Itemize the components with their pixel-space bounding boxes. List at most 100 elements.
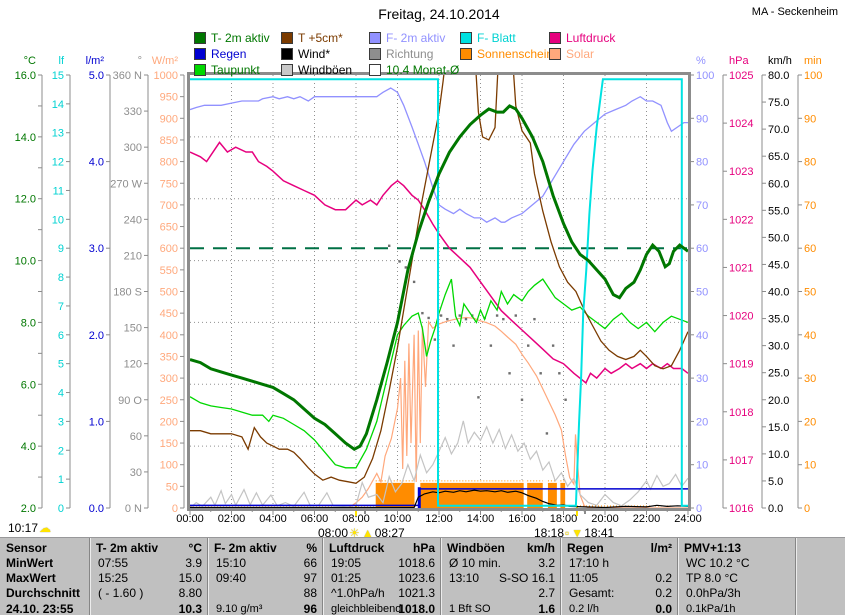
wind-direction-dot	[388, 244, 391, 247]
cell-text: gleichbleibend	[331, 603, 402, 615]
table-column-t-2m-aktiv: T- 2m aktiv °C 07:55 3.9 15:25 15.0 ( - 1.60 )…	[89, 538, 208, 615]
time-axis: 00:00 02:00 04:00 06:00 08:00 10:00 12:00 14:00…	[176, 506, 702, 525]
svg-text:240: 240	[124, 214, 142, 226]
svg-text:70: 70	[804, 200, 816, 212]
svg-text:1025: 1025	[729, 70, 753, 82]
stats-table: Sensor MinWert MaxWert Durchschnitt 24.10. 2…	[0, 537, 845, 615]
svg-text:50: 50	[166, 481, 178, 493]
plot-border	[187, 72, 691, 511]
cell-value: 10.3	[178, 602, 202, 615]
svg-text:300: 300	[124, 142, 142, 154]
svg-text:1017: 1017	[729, 455, 753, 467]
svg-text:20:00: 20:00	[591, 513, 619, 525]
series-taupunkt	[190, 278, 688, 469]
series-windb-en	[190, 420, 688, 508]
legend-item-windb-en: Windböen	[281, 63, 352, 77]
wind-direction-dot	[545, 432, 549, 435]
svg-text:22:00: 22:00	[633, 513, 661, 525]
svg-text:45.0: 45.0	[768, 259, 789, 271]
svg-text:0 N: 0 N	[125, 503, 142, 515]
column-unit: hPa	[412, 541, 435, 555]
legend-swatch-icon	[194, 63, 206, 76]
svg-text:°C: °C	[24, 55, 36, 67]
svg-text:0.0: 0.0	[89, 503, 104, 515]
svg-text:12: 12	[52, 157, 64, 169]
cell-value: 15.0	[178, 571, 202, 585]
legend-swatch-icon	[369, 63, 381, 76]
cell-text: 15:25	[98, 571, 129, 585]
wind-direction-dot	[412, 280, 416, 284]
svg-text:15: 15	[52, 70, 64, 82]
svg-text:10: 10	[804, 460, 816, 472]
svg-text:100: 100	[696, 70, 714, 82]
svg-text:°: °	[138, 55, 142, 67]
cell-text: 1 Bft SO	[449, 603, 491, 615]
cell-value: 3.9	[185, 556, 202, 570]
svg-text:4: 4	[58, 388, 64, 400]
svg-text:hPa: hPa	[729, 55, 749, 67]
svg-text:14: 14	[52, 99, 64, 111]
svg-text:1020: 1020	[729, 311, 753, 323]
cell-text: 0.2 l/h	[569, 603, 599, 615]
svg-text:40: 40	[696, 330, 708, 342]
wind-direction-dot	[398, 260, 401, 263]
wind-direction-dot	[508, 372, 511, 375]
sunrise-annotation: 08:00☀ ▲08:27	[318, 526, 405, 540]
svg-text:10.0: 10.0	[768, 449, 789, 461]
svg-text:650: 650	[160, 222, 178, 234]
svg-text:%: %	[696, 55, 706, 67]
svg-text:0: 0	[696, 503, 702, 515]
wind-direction-dot	[489, 344, 493, 347]
column-header: Luftdruck	[329, 541, 385, 555]
svg-text:700: 700	[160, 200, 178, 212]
svg-text:50: 50	[804, 287, 816, 299]
legend-label: Regen	[211, 46, 247, 61]
svg-text:60: 60	[130, 431, 142, 443]
cell-text: 01:25	[331, 571, 362, 585]
wind-direction-dot	[558, 372, 561, 375]
row-label: Durchschnitt	[6, 586, 81, 600]
svg-text:50.0: 50.0	[768, 232, 789, 244]
wind-direction-dot	[477, 396, 480, 399]
cell-value: 88	[303, 586, 317, 600]
sun-cloud-icon: ☁	[39, 521, 52, 535]
svg-text:90: 90	[804, 113, 816, 125]
table-column-pmv-1-13: PMV+1:13 WC 10.2 °C TP 8.0 °C 0.0hPa/3h 0.1k…	[677, 538, 796, 615]
sunshine-bar	[547, 482, 557, 508]
legend-item-luftdruck: Luftdruck	[549, 31, 615, 45]
svg-text:5.0: 5.0	[768, 476, 783, 488]
cell-text: 17:10 h	[569, 556, 610, 570]
svg-text:550: 550	[160, 265, 178, 277]
cell-value: 0.0	[655, 602, 672, 615]
wind-direction-dot	[533, 317, 536, 321]
cell-value: 1023.6	[398, 571, 435, 585]
svg-text:1021: 1021	[729, 262, 753, 274]
wind-direction-dot	[495, 314, 499, 317]
legend-item-f-blatt: F- Blatt	[460, 31, 516, 45]
column-header: F- 2m aktiv	[214, 541, 277, 555]
series-t-5cm	[190, 75, 688, 484]
sun-duration-value: 10:17	[8, 521, 39, 535]
legend-swatch-icon	[194, 31, 206, 44]
svg-text:10:00: 10:00	[384, 513, 412, 525]
legend-swatch-icon	[460, 47, 472, 60]
svg-text:100: 100	[160, 460, 178, 472]
svg-text:1.0: 1.0	[89, 416, 104, 428]
legend-label: Solar	[566, 46, 595, 61]
series-luftdruck	[190, 141, 688, 385]
svg-text:270 W: 270 W	[110, 178, 142, 190]
legend-label: 10.4 Monat-Ø	[386, 62, 460, 77]
svg-text:600: 600	[160, 243, 178, 255]
wind-direction-dot	[458, 314, 461, 317]
table-filler-column	[795, 538, 845, 615]
svg-text:km/h: km/h	[768, 55, 792, 67]
svg-text:60: 60	[696, 243, 708, 255]
cell-text: 13:10	[449, 571, 480, 585]
table-column-f-2m-aktiv: F- 2m aktiv% 15:10 66 09:40 97 88 9.10 g/m³ 96	[207, 538, 323, 615]
table-corner-label: Sensor	[6, 541, 47, 555]
cell-value: 8.80	[178, 586, 202, 600]
svg-text:150: 150	[124, 323, 142, 335]
svg-text:14.0: 14.0	[15, 132, 36, 144]
series-f-2m-aktiv	[190, 87, 688, 223]
